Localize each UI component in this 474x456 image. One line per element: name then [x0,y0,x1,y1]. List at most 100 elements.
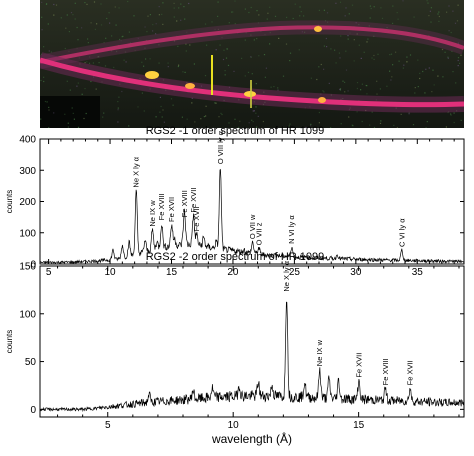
y-tick-label: 300 [19,166,36,177]
noise-pixel [347,35,349,37]
line-annotation: Ne IX w [315,339,324,366]
noise-pixel [367,38,369,40]
noise-pixel [47,23,49,25]
noise-pixel [320,63,322,66]
noise-pixel [422,70,424,73]
line-annotation: Fe XVII [167,197,176,222]
noise-pixel [459,62,461,64]
noise-pixel [72,112,74,114]
x-tick-label: 10 [228,420,240,431]
noise-pixel [155,116,157,118]
noise-pixel [205,105,207,107]
noise-pixel [255,106,257,108]
noise-pixel [269,6,271,8]
noise-pixel [373,54,375,57]
noise-pixel [353,39,355,41]
x-tick-label: 25 [289,267,301,278]
noise-pixel [162,109,164,111]
noise-pixel [396,12,398,14]
noise-pixel [289,52,292,54]
noise-pixel [69,89,71,91]
noise-pixel [298,49,300,51]
x-tick-label: 20 [227,267,239,278]
noise-pixel [447,57,449,59]
noise-pixel [183,6,185,8]
noise-pixel [360,57,362,59]
hot-spot [318,97,326,103]
noise-pixel [48,50,50,52]
noise-pixel [376,93,378,95]
noise-pixel [182,71,184,73]
noise-pixel [55,4,58,6]
noise-pixel [118,96,120,98]
noise-pixel [170,98,173,100]
noise-pixel [158,62,160,64]
noise-pixel [226,48,229,50]
noise-pixel [408,113,410,115]
noise-pixel [173,16,175,18]
noise-pixel [143,110,145,112]
noise-pixel [322,90,324,92]
noise-pixel [234,0,236,2]
detector-image [40,0,464,128]
noise-pixel [41,16,43,18]
noise-pixel [454,22,457,24]
noise-pixel [194,121,196,123]
noise-pixel [255,83,257,85]
noise-pixel [442,76,444,78]
line-annotation: Fe XVII [192,206,201,231]
noise-pixel [234,23,236,25]
noise-pixel [445,126,447,128]
noise-pixel [247,71,250,73]
noise-pixel [390,53,393,55]
noise-pixel [68,31,70,33]
noise-pixel [386,85,388,87]
noise-pixel [258,14,260,16]
noise-pixel [48,106,50,108]
noise-pixel [294,3,296,5]
noise-pixel [121,36,123,38]
noise-pixel [200,118,202,120]
noise-pixel [71,107,73,109]
noise-pixel [50,51,52,53]
noise-pixel [161,13,163,15]
noise-pixel [396,127,398,128]
noise-pixel [453,112,455,114]
noise-pixel [402,67,404,69]
noise-pixel [102,116,104,118]
noise-pixel [326,46,328,48]
detector-dark-corner [40,96,100,128]
noise-pixel [72,14,74,16]
lower-trace [40,57,464,108]
noise-pixel [335,62,337,64]
noise-pixel [86,61,88,63]
noise-pixel [342,80,344,82]
noise-pixel [392,22,394,24]
noise-pixel [460,119,462,121]
noise-pixel [133,15,135,17]
x-tick-label: 15 [166,267,178,278]
noise-pixel [74,2,76,4]
noise-pixel [172,104,174,106]
noise-pixel [438,11,440,13]
y-tick-label: 200 [19,197,36,208]
noise-pixel [282,75,285,77]
noise-pixel [344,91,346,93]
noise-pixel [426,0,428,2]
noise-pixel [352,125,354,127]
noise-pixel [103,112,105,114]
noise-pixel [351,4,354,6]
noise-pixel [83,117,85,120]
noise-pixel [160,105,162,108]
noise-pixel [417,86,419,88]
noise-pixel [232,11,234,13]
noise-pixel [163,121,165,123]
noise-pixel [406,56,408,58]
noise-pixel [373,58,375,60]
noise-pixel [144,26,146,28]
noise-pixel [250,6,252,9]
noise-pixel [137,106,139,108]
noise-pixel [299,15,301,17]
noise-pixel [84,62,86,64]
